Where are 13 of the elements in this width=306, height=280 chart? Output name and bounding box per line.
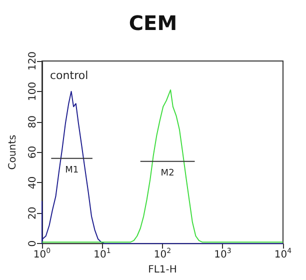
y-tick-label: 100 xyxy=(28,82,38,101)
y-tick-label: 0 xyxy=(28,240,38,247)
y-tick-label: 40 xyxy=(28,176,38,190)
y-tick-label: 120 xyxy=(28,51,38,71)
y-axis-title: Counts xyxy=(8,134,18,170)
series-label: M1 xyxy=(65,165,79,176)
y-tick-label: 80 xyxy=(28,116,38,128)
y-tick-label: 60 xyxy=(28,146,38,159)
x-axis-title: FL1-H xyxy=(148,264,177,276)
y-tick-label: 20 xyxy=(28,206,38,220)
annotation: control xyxy=(50,69,88,82)
series-label: M2 xyxy=(160,168,174,178)
chart-title: CEM xyxy=(128,11,178,35)
